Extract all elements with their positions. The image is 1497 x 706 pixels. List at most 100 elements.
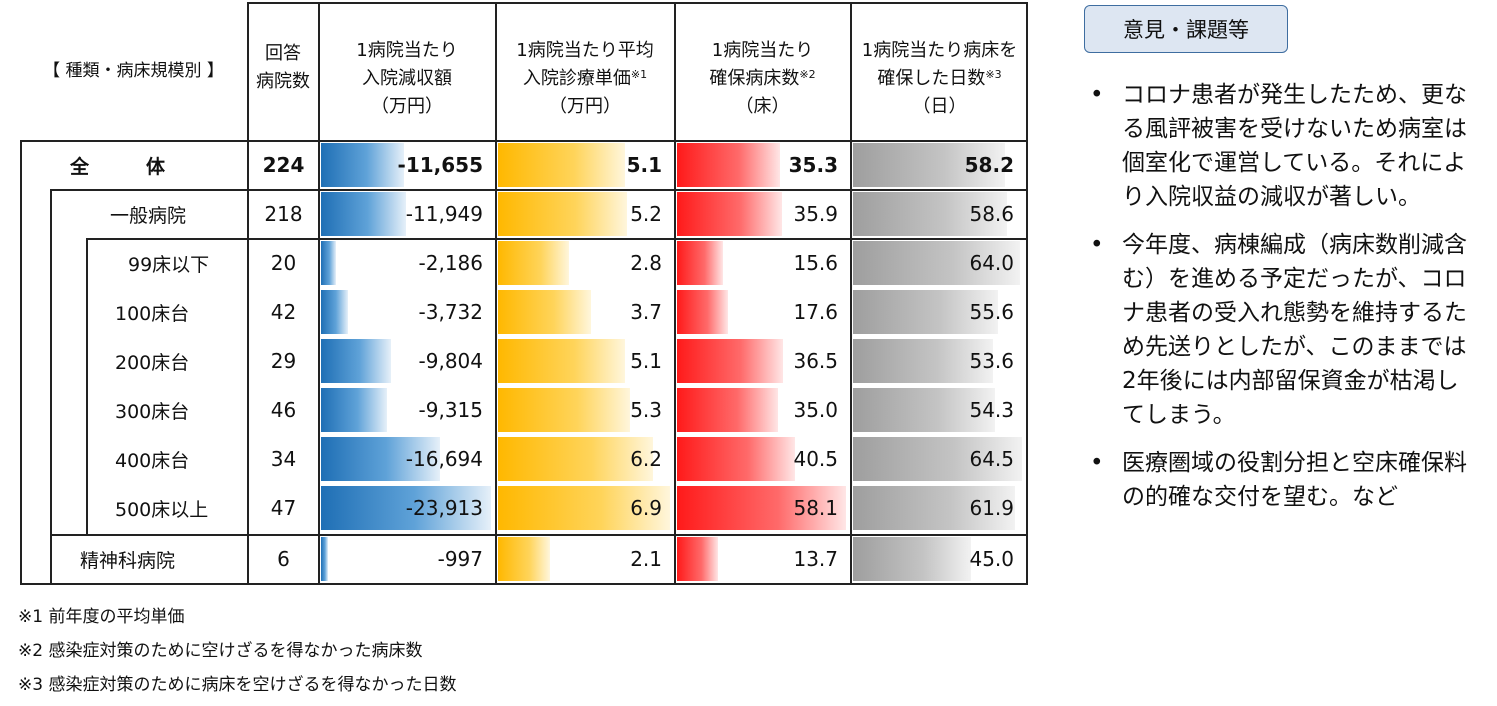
value-bar-col4 (853, 290, 998, 334)
value-bar-col1 (321, 437, 440, 481)
value-bar-col1 (321, 241, 336, 285)
value-col1: -2,186 (418, 251, 483, 275)
opinion-text: コロナ患者が発生したため、更なる風評被害を受けないため病室は個室化で運営している… (1122, 82, 1467, 210)
value-bar-col1 (321, 537, 328, 581)
header-c1-line1: 1病院当たり (356, 40, 458, 61)
value-bar-col3 (677, 339, 783, 383)
value-bar-col3 (677, 290, 728, 334)
header-c3-line2-text: 確保病床数 (709, 68, 800, 89)
row-count: 46 (270, 398, 297, 422)
row-count: 47 (270, 496, 297, 520)
value-bar-col3 (677, 241, 723, 285)
value-col2: 5.1 (630, 349, 662, 373)
value-col2: 6.9 (630, 496, 662, 520)
value-col4: 64.5 (969, 447, 1014, 471)
value-bar-col3 (677, 388, 778, 432)
opinion-text: 医療圏域の役割分担と空床確保料の的確な交付を望む。など (1122, 450, 1467, 510)
value-bar-col3 (677, 486, 846, 530)
value-col1: -3,732 (418, 300, 483, 324)
value-bar-col4 (853, 537, 971, 581)
value-col1: -16,694 (405, 447, 483, 471)
row-count: 42 (270, 300, 297, 324)
row-label: 99床以下 (128, 253, 210, 276)
header-count-line1: 回答 (265, 43, 301, 64)
row-label: 200床台 (115, 351, 190, 374)
value-col4: 45.0 (969, 547, 1014, 571)
row-count: 20 (270, 251, 297, 275)
opinion-title-box: 意見・課題等 (1084, 5, 1288, 53)
value-bar-col2 (498, 192, 627, 236)
value-col2: 5.2 (630, 202, 662, 226)
value-col3: 35.0 (793, 398, 838, 422)
header-c4-line1: 1病院当たり病床を (861, 40, 1018, 61)
value-col2: 3.7 (630, 300, 662, 324)
grid-line (50, 189, 52, 585)
value-col3: 15.6 (793, 251, 838, 275)
footnote-mark-2: ※2 (799, 68, 816, 81)
header-c3-line1: 1病院当たり (711, 40, 814, 61)
footnote-mark-1: ※1 (630, 68, 648, 81)
header-c2-line2: 入院診療単価※1 (496, 65, 674, 93)
value-bar-col4 (853, 388, 995, 432)
value-bar-col4 (853, 486, 1015, 530)
bullet-icon: • (1090, 450, 1104, 476)
footnote-2: ※2 感染症対策のために空けざるを得なかった病床数 (18, 641, 423, 661)
row-count: 224 (262, 153, 305, 177)
row-label: 全 体 (70, 155, 166, 178)
value-col2: 5.3 (630, 398, 662, 422)
row-count: 6 (277, 547, 290, 571)
footnote-1: ※1 前年度の平均単価 (18, 607, 185, 627)
value-col3: 13.7 (793, 547, 838, 571)
header-unit-price: 1病院当たり平均 入院診療単価※1 （万円） (496, 37, 674, 121)
footnote-mark-3: ※3 (985, 68, 1002, 81)
value-bar-col2 (498, 437, 653, 481)
value-col3: 35.3 (788, 153, 838, 177)
grid-line (86, 238, 1028, 240)
opinion-title: 意見・課題等 (1123, 18, 1249, 42)
header-c3-line2: 確保病床数※2 (675, 65, 850, 93)
value-bar-col3 (677, 437, 795, 481)
value-bar-col4 (853, 241, 1020, 285)
grid-line (86, 238, 88, 536)
value-col4: 64.0 (969, 251, 1014, 275)
value-col4: 58.2 (964, 153, 1014, 177)
bullet-icon: • (1090, 232, 1104, 258)
value-col3: 40.5 (793, 447, 838, 471)
value-bar-col4 (853, 143, 1005, 187)
value-bar-col3 (677, 192, 782, 236)
value-bar-col2 (498, 290, 591, 334)
value-bar-col2 (498, 388, 630, 432)
value-col1: -9,804 (418, 349, 483, 373)
header-count-line2: 病院数 (256, 71, 310, 92)
row-label: 精神科病院 (80, 549, 176, 572)
value-col4: 61.9 (969, 496, 1014, 520)
value-col4: 58.6 (969, 202, 1014, 226)
row-label: 400床台 (115, 449, 190, 472)
opinion-text: 今年度、病棟編成（病床数削減含む）を進める予定だったが、コロナ患者の受入れ態勢を… (1122, 232, 1467, 428)
value-bar-col2 (498, 143, 625, 187)
grid-line (318, 2, 320, 585)
value-bar-col1 (321, 192, 406, 236)
value-bar-col3 (677, 143, 780, 187)
header-c2-line3: （万円） (549, 96, 621, 117)
header-c4-line2: 確保した日数※3 (851, 65, 1028, 93)
row-count: 29 (270, 349, 297, 373)
header-c2-line2-text: 入院診療単価 (522, 68, 631, 89)
grid-line (50, 189, 1028, 191)
opinion-item: • 医療圏域の役割分担と空床確保料の的確な交付を望む。など (1090, 446, 1480, 514)
row-label: 100床台 (115, 302, 190, 325)
value-col4: 53.6 (969, 349, 1014, 373)
header-income-drop: 1病院当たり 入院減収額 （万円） (319, 37, 495, 121)
header-secured-beds: 1病院当たり 確保病床数※2 （床） (675, 37, 850, 121)
value-col4: 54.3 (969, 398, 1014, 422)
opinion-item: • 今年度、病棟編成（病床数削減含む）を進める予定だったが、コロナ患者の受入れ態勢… (1090, 228, 1480, 432)
value-col3: 17.6 (793, 300, 838, 324)
grid-line (50, 534, 1028, 536)
opinion-list: • コロナ患者が発生したため、更なる風評被害を受けないため病室は個室化で運営してい… (1090, 78, 1480, 528)
value-bar-col1 (321, 486, 491, 530)
value-bar-col4 (853, 339, 993, 383)
grid-line (674, 2, 676, 585)
value-col3: 58.1 (793, 496, 838, 520)
value-bar-col2 (498, 486, 670, 530)
bullet-icon: • (1090, 82, 1104, 108)
